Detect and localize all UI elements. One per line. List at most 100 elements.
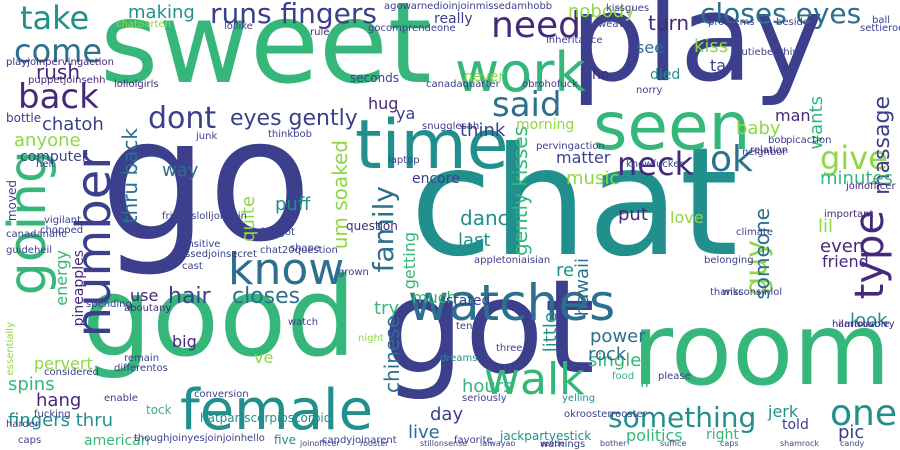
word-way: way: [162, 160, 199, 181]
word-bother: bother: [600, 439, 627, 448]
word-try: try: [374, 298, 400, 319]
word-pissed: pissedjoinsecret: [176, 249, 257, 260]
word-shape: shape: [290, 243, 321, 254]
word-hours: hours: [462, 376, 513, 397]
word-obrohofuck: obrohofuck: [522, 79, 579, 90]
word-settie: settieroomaction: [860, 23, 900, 34]
word-differentos: differentos: [114, 363, 168, 374]
word-besides: besides: [776, 17, 815, 28]
word-man: man: [775, 106, 811, 125]
word-chat20question: chat20question: [260, 245, 338, 256]
word-thoughjoinyesjoinjoinhello: thoughjoinyesjoinjoinhello: [134, 433, 265, 444]
word-joinofficer2: joinofficer: [300, 439, 340, 448]
word-one: one: [830, 393, 897, 434]
word-rule: rule: [310, 27, 330, 38]
word-closes-eyes: closes eyes: [700, 0, 862, 30]
word-come: come: [14, 32, 103, 70]
word-okroosterrooster: okroosterrooster: [564, 409, 647, 420]
word-sensitive: sensitive: [176, 239, 221, 250]
word-big: big: [172, 332, 197, 351]
word-neck: neck: [617, 145, 694, 183]
word-politics: politics: [626, 426, 683, 445]
word-wisconsinlol: wisconsinlol: [722, 287, 783, 298]
word-important: important: [824, 209, 874, 220]
word-good: good: [82, 253, 357, 381]
word-appletonia: appletoniaisian: [474, 255, 551, 266]
word-foolgot: foolgot: [260, 227, 295, 238]
word-knowfucker: knowfucker: [626, 159, 684, 170]
word-essentially: essentially: [5, 322, 16, 376]
word-jackpartyestick: jackpartyestick: [500, 429, 592, 443]
word-ok: ok: [710, 139, 753, 180]
word-ve: ve: [254, 348, 274, 367]
word-kissgues: kissgues: [606, 3, 650, 14]
word-snugglesah: snugglesah: [422, 121, 480, 132]
word-candy: candy: [840, 439, 865, 448]
word-question: question: [346, 219, 398, 233]
word-tense: tense: [456, 321, 484, 332]
word-power: power: [590, 326, 646, 347]
word-chinese: chinese: [380, 316, 404, 393]
word-work: work: [455, 41, 586, 104]
word-playjoinperving: playjoinpervingaction: [6, 57, 114, 68]
word-look: look: [850, 310, 888, 331]
word-considered: considered: [44, 367, 99, 378]
word-favorite: favorite: [454, 435, 493, 446]
word-even: even: [820, 236, 865, 257]
word-really: really: [434, 11, 473, 27]
word-friend: friend: [822, 252, 869, 271]
word-night: night: [358, 333, 384, 344]
word-much: much: [412, 288, 457, 307]
word-remain: remain: [124, 353, 160, 364]
word-tock: tock: [146, 403, 172, 417]
word-hatpartscorpioscorpio: hatpartscorpioscorpio: [200, 411, 332, 425]
word-closes: closes: [232, 284, 301, 309]
word-know: know: [228, 244, 345, 295]
word-guideheil: guideheil: [6, 245, 53, 256]
word-bob: bob: [768, 135, 787, 146]
word-lollolgirls: loliolgirls: [114, 79, 159, 90]
word-xeetie: xeetie: [540, 439, 565, 448]
word-friendslolljoinjoin: friendslolljoinjoin: [162, 211, 247, 222]
word-watch: watch: [288, 317, 319, 328]
word-ll: ll: [640, 372, 649, 391]
word-dont: dont: [148, 101, 217, 136]
word-canadanahc: canadanahc: [6, 229, 67, 240]
word-ball: ball: [872, 15, 891, 26]
word-need: need: [491, 5, 581, 46]
word-abouta: aboutany: [124, 303, 172, 314]
word-warnings: warnings: [540, 439, 586, 450]
word-chat: chat: [410, 116, 739, 290]
word-seconds: seconds: [350, 71, 400, 85]
word-weave: weave: [598, 19, 631, 30]
word-moved: moved: [5, 180, 19, 222]
word-chopped: chopped: [40, 225, 84, 236]
word-said: said: [492, 85, 562, 125]
word-pervingaction: pervingaction: [536, 141, 605, 152]
word-puppet: puppetjoinsehh: [28, 75, 106, 86]
word-five: five: [274, 433, 297, 447]
word-cast: cast: [182, 261, 203, 272]
word-never: never: [464, 69, 505, 85]
word-sweet: sweet: [100, 0, 432, 109]
word-eyes-gently: eyes gently: [230, 106, 358, 131]
word-play: play: [570, 0, 825, 109]
word-give: give: [820, 139, 888, 177]
word-kiss: kiss: [694, 36, 729, 57]
word-food: food: [612, 371, 635, 382]
word-hell: hell: [36, 159, 55, 170]
word-norry: norry: [636, 85, 663, 96]
word-stated: stated: [446, 293, 491, 309]
word-day: day: [430, 404, 464, 425]
word-neighbor: neighbor: [742, 147, 787, 158]
word-grown: grown: [338, 267, 369, 278]
word-harder: harder: [6, 419, 40, 430]
word-caps: caps: [18, 435, 42, 446]
word-gently-kisses: gently kisses: [508, 126, 532, 256]
word-turn: turn: [648, 11, 690, 35]
word-jerk: jerk: [768, 402, 799, 421]
word-hang: hang: [36, 390, 82, 411]
word-minutes: minutes: [820, 168, 893, 189]
word-put: put: [618, 204, 648, 225]
